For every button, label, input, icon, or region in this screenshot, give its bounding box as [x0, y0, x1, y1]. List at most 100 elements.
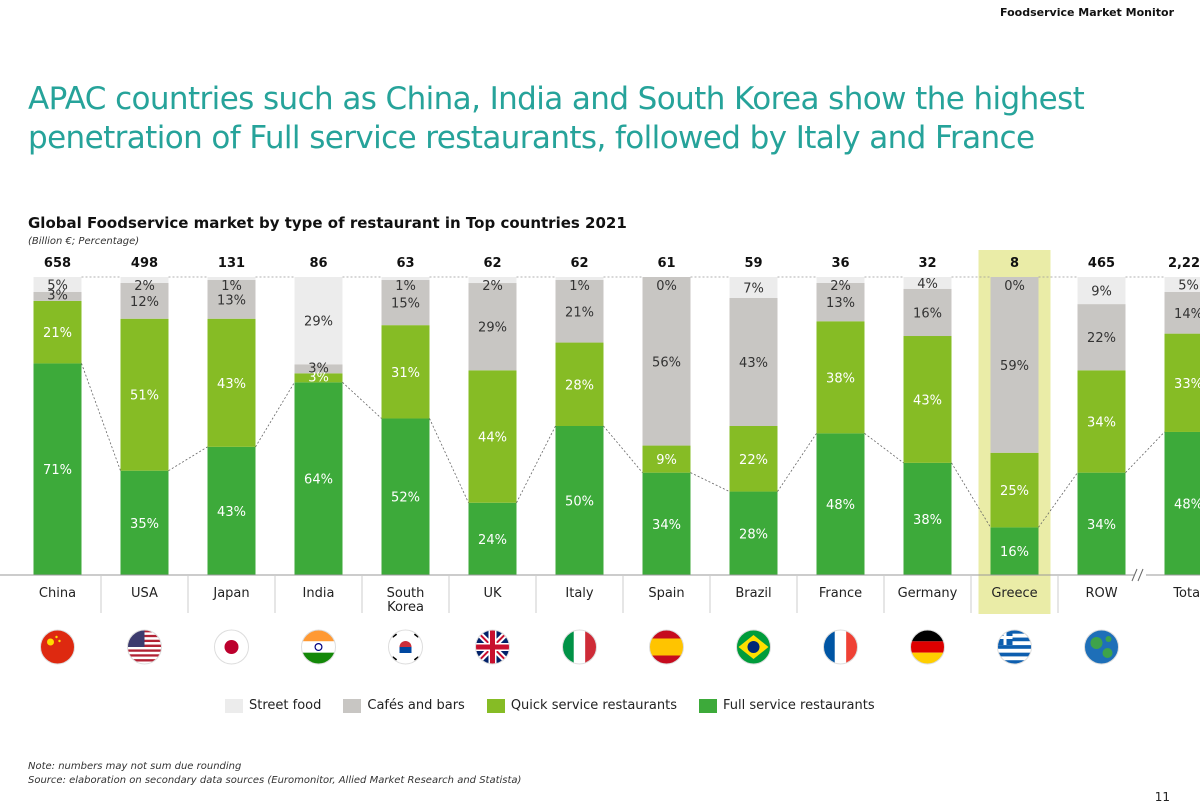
category-label: India	[303, 586, 335, 601]
bar-segment	[468, 283, 517, 371]
bar-segment	[468, 502, 517, 575]
data-label: 14%	[1174, 307, 1200, 322]
category-label: South	[387, 586, 425, 601]
total-label: 658	[44, 256, 71, 271]
bar-segment	[468, 370, 517, 503]
bar-segment	[729, 426, 778, 492]
flag-ring	[1084, 629, 1119, 665]
legend-item: Street food	[225, 698, 321, 713]
data-label: 16%	[1000, 545, 1029, 560]
category-label: Greece	[991, 586, 1037, 601]
full-service-connector	[81, 363, 121, 471]
full-service-connector	[516, 425, 556, 503]
bar-segment	[816, 282, 865, 322]
bar-segment	[729, 277, 778, 298]
data-label: 1%	[569, 279, 590, 294]
bar-segment	[1164, 291, 1200, 334]
bar-segment	[555, 277, 604, 280]
us-flag-icon	[127, 629, 162, 665]
data-label: 2%	[830, 279, 851, 294]
data-label: 34%	[652, 518, 681, 533]
data-label: 34%	[1087, 518, 1116, 533]
bar-segment	[1164, 333, 1200, 432]
bar-segment	[990, 277, 1039, 453]
data-label: 43%	[217, 505, 246, 520]
footnote: Note: numbers may not sum due rounding S…	[28, 760, 521, 788]
bar-segment	[381, 280, 430, 326]
bar-segment	[729, 491, 778, 575]
globe-icon	[1084, 629, 1119, 665]
bar-segment	[642, 445, 691, 473]
full-service-connector	[690, 472, 730, 492]
bar-segment	[816, 321, 865, 434]
data-label: 29%	[478, 321, 507, 336]
legend-swatch	[486, 698, 505, 713]
data-label: 51%	[130, 389, 159, 404]
data-label: 48%	[826, 498, 855, 513]
data-label: 4%	[917, 277, 938, 292]
bar-segment	[207, 279, 256, 319]
flag-ring	[649, 629, 684, 665]
data-label: 43%	[913, 393, 942, 408]
data-label: 43%	[739, 356, 768, 371]
bar-segment	[120, 282, 169, 319]
bar-segment	[642, 472, 691, 575]
data-label: 22%	[1087, 331, 1116, 346]
data-label: 59%	[1000, 359, 1029, 374]
report-brand: Foodservice Market Monitor	[1000, 6, 1174, 19]
data-label: 43%	[217, 377, 246, 392]
bar-segment	[816, 433, 865, 575]
data-label: 0%	[1004, 279, 1025, 294]
data-label: 15%	[391, 297, 420, 312]
total-label: 62	[570, 256, 588, 271]
full-service-connector	[1038, 472, 1078, 528]
bar-segment	[990, 527, 1039, 575]
de-flag-icon	[910, 629, 945, 665]
jp-flag-icon	[214, 629, 249, 665]
chart-legend: Street food Cafés and bars Quick service r…	[225, 698, 897, 713]
total-label: 36	[831, 256, 849, 271]
category-label: Japan	[212, 586, 249, 601]
chart-title: Global Foodservice market by type of res…	[28, 214, 627, 232]
source-note: Source: elaboration on secondary data so…	[28, 775, 522, 786]
bar-segment	[33, 300, 82, 364]
data-label: 64%	[304, 473, 333, 488]
data-label: 3%	[308, 361, 329, 376]
data-label: 25%	[1000, 484, 1029, 499]
flag-ring	[388, 629, 423, 665]
data-label: 38%	[913, 513, 942, 528]
rounding-note: Note: numbers may not sum due rounding	[28, 761, 242, 772]
total-label: 131	[218, 256, 245, 271]
data-label: 13%	[826, 296, 855, 311]
category-label: USA	[131, 586, 158, 601]
bar-segment	[1164, 431, 1200, 575]
data-label: 34%	[1087, 415, 1116, 430]
data-label: 3%	[308, 370, 329, 385]
data-label: 12%	[130, 295, 159, 310]
category-label: ROW	[1085, 586, 1117, 601]
data-label: 7%	[743, 281, 764, 296]
category-label: Korea	[387, 600, 424, 615]
bar-segment	[294, 382, 343, 575]
data-label: 28%	[739, 527, 768, 542]
bar-segment	[294, 277, 343, 365]
bar-segment	[33, 291, 82, 301]
total-label: 32	[918, 256, 936, 271]
bar-segment	[903, 288, 952, 337]
uk-flag-icon	[475, 629, 510, 665]
it-flag-icon	[562, 629, 597, 665]
bar-segment	[381, 325, 430, 419]
legend-swatch	[225, 698, 243, 713]
flag-ring	[910, 629, 945, 665]
kr-flag-icon	[388, 629, 423, 665]
flag-ring	[562, 629, 597, 665]
data-label: 9%	[656, 453, 677, 468]
data-label: 5%	[47, 278, 68, 293]
bar-segment	[294, 373, 343, 383]
data-label: 2%	[134, 279, 155, 294]
category-label: France	[819, 586, 862, 601]
data-label: 21%	[565, 305, 594, 320]
full-service-connector	[864, 433, 904, 464]
data-label: 5%	[1178, 278, 1199, 293]
flag-ring	[736, 629, 771, 665]
